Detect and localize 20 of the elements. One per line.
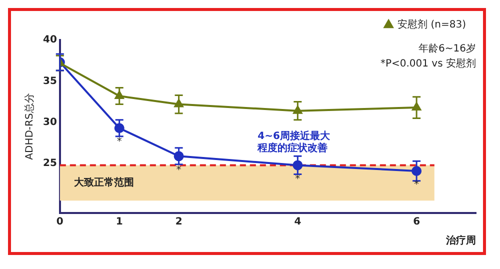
legend-label: 安慰剂 (n=83) xyxy=(398,18,466,31)
y-tick-label: 25 xyxy=(42,158,57,170)
annotation: 4~6周接近最大程度的症状改善 xyxy=(256,130,331,154)
y-tick-label: 30 xyxy=(42,116,57,128)
annotation: * xyxy=(116,136,122,148)
y-tick-label: 35 xyxy=(42,76,57,87)
band-label: 大致正常范围 xyxy=(72,176,134,189)
annotation: * xyxy=(295,174,300,185)
x-tick-label: 4 xyxy=(294,216,302,228)
x-tick-label: 1 xyxy=(116,216,123,228)
y-tick-label: 40 xyxy=(42,34,57,46)
x-axis-title: 治疗周 xyxy=(445,234,476,247)
annotation: * xyxy=(176,164,182,176)
annotation: * xyxy=(414,180,420,191)
y-axis-title: ADHD-RS总分 xyxy=(24,93,36,160)
x-tick-label: 0 xyxy=(56,216,64,228)
x-tick-label: 6 xyxy=(413,216,420,228)
x-tick-label: 2 xyxy=(175,216,182,228)
annotation: 年龄6~16岁 xyxy=(418,42,476,55)
annotation: *P<0.001 vs 安慰剂 xyxy=(380,58,476,70)
